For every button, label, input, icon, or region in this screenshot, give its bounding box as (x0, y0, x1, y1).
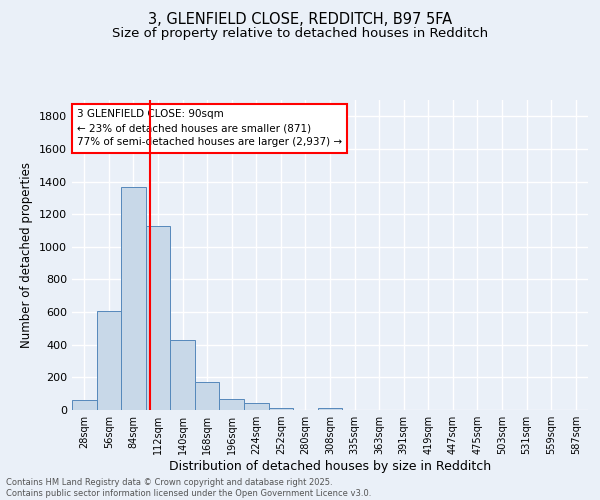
Y-axis label: Number of detached properties: Number of detached properties (20, 162, 34, 348)
Bar (220, 398, 244, 410)
Text: 3 GLENFIELD CLOSE: 90sqm
← 23% of detached houses are smaller (871)
77% of semi-: 3 GLENFIELD CLOSE: 90sqm ← 23% of detach… (77, 110, 342, 148)
Bar (170, 340, 195, 410)
Bar (97, 312, 121, 410)
Bar (121, 188, 146, 410)
Bar (195, 382, 220, 410)
Bar (244, 404, 269, 410)
Text: Contains HM Land Registry data © Crown copyright and database right 2025.
Contai: Contains HM Land Registry data © Crown c… (6, 478, 371, 498)
X-axis label: Distribution of detached houses by size in Redditch: Distribution of detached houses by size … (169, 460, 491, 473)
Text: 3, GLENFIELD CLOSE, REDDITCH, B97 5FA: 3, GLENFIELD CLOSE, REDDITCH, B97 5FA (148, 12, 452, 28)
Text: Size of property relative to detached houses in Redditch: Size of property relative to detached ho… (112, 28, 488, 40)
Bar (146, 226, 170, 410)
Bar (318, 408, 342, 410)
Bar (269, 408, 293, 410)
Bar (72, 400, 97, 410)
